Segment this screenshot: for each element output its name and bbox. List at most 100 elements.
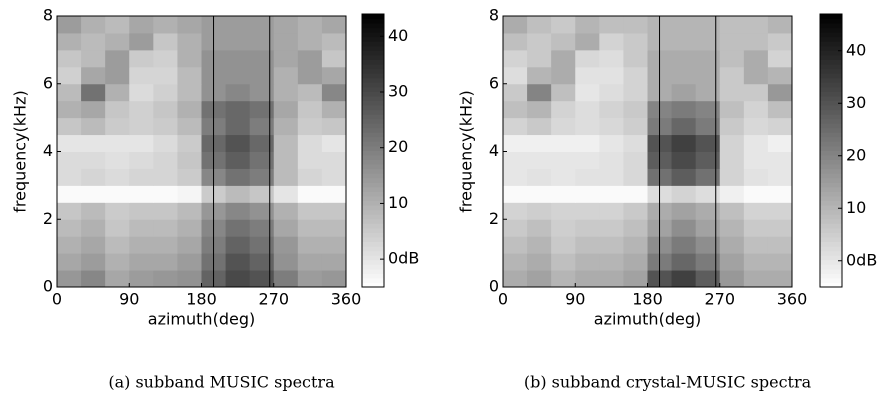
heat-cell bbox=[695, 66, 721, 85]
colorbar-segment bbox=[820, 105, 842, 111]
heat-cell bbox=[273, 168, 299, 186]
heat-cell bbox=[551, 236, 576, 254]
colorbar-segment bbox=[820, 236, 842, 242]
x-tick-label: 0 bbox=[52, 290, 62, 309]
heat-cell bbox=[249, 49, 275, 68]
colorbar-segment bbox=[362, 259, 384, 265]
heat-cell bbox=[695, 117, 721, 136]
heat-cell bbox=[575, 151, 600, 169]
heat-cell bbox=[527, 151, 552, 169]
colorbar-segment bbox=[820, 191, 842, 197]
heat-cell bbox=[153, 49, 178, 68]
heat-cell bbox=[599, 219, 624, 237]
heat-cell bbox=[81, 49, 106, 68]
heat-cell bbox=[695, 185, 721, 203]
heat-cell bbox=[695, 270, 721, 288]
colorbar-segment bbox=[820, 268, 842, 274]
heat-cell bbox=[273, 117, 299, 136]
colorbar-segment bbox=[362, 264, 384, 270]
heat-cell bbox=[551, 270, 576, 288]
x-tick-label: 180 bbox=[632, 290, 663, 309]
y-tick-label: 6 bbox=[489, 73, 499, 92]
heat-cell bbox=[503, 117, 528, 136]
colorbar-segment bbox=[362, 68, 384, 74]
heat-cell bbox=[767, 270, 793, 288]
heat-cell bbox=[743, 270, 769, 288]
colorbar-segment bbox=[362, 86, 384, 92]
heat-cell bbox=[273, 253, 299, 271]
heat-cell bbox=[249, 16, 275, 34]
colorbar-segment bbox=[820, 218, 842, 224]
colorbar-segment bbox=[362, 82, 384, 88]
heat-cell bbox=[719, 83, 745, 102]
y-tick-label: 4 bbox=[489, 141, 499, 160]
heat-cell bbox=[321, 151, 347, 169]
heat-cell bbox=[671, 32, 697, 51]
heat-cell bbox=[105, 117, 130, 136]
heat-cell bbox=[503, 16, 528, 34]
heat-cell bbox=[767, 83, 793, 102]
heat-cell bbox=[695, 202, 721, 220]
colorbar-segment bbox=[820, 250, 842, 256]
colorbar-segment bbox=[820, 59, 842, 65]
colorbar-segment bbox=[362, 232, 384, 238]
heat-cell bbox=[743, 32, 769, 51]
colorbar-segment bbox=[362, 100, 384, 106]
colorbar-segment bbox=[362, 54, 384, 60]
colorbar-segment bbox=[362, 27, 384, 33]
heat-cell bbox=[225, 253, 251, 271]
colorbar-segment bbox=[820, 86, 842, 92]
heat-cell bbox=[81, 168, 106, 186]
heat-cell bbox=[575, 168, 600, 186]
heat-cell bbox=[153, 83, 178, 102]
colorbar-segment bbox=[362, 218, 384, 224]
heat-cell bbox=[177, 117, 202, 136]
heat-cell bbox=[719, 117, 745, 136]
heat-cell bbox=[249, 32, 275, 51]
colorbar-segment bbox=[362, 205, 384, 211]
heat-cell bbox=[695, 83, 721, 102]
heat-cell bbox=[767, 168, 793, 186]
heat-cell bbox=[599, 83, 624, 102]
heat-cell bbox=[695, 49, 721, 68]
heat-cell bbox=[225, 151, 251, 169]
heat-cell bbox=[767, 219, 793, 237]
x-tick-label: 360 bbox=[777, 290, 808, 309]
colorbar-segment bbox=[820, 32, 842, 38]
heat-cell bbox=[57, 83, 82, 102]
heat-cell bbox=[153, 168, 178, 186]
heat-cell bbox=[129, 253, 154, 271]
heat-cell bbox=[81, 202, 106, 220]
heat-cell bbox=[551, 16, 576, 34]
colorbar-segment bbox=[362, 141, 384, 147]
y-tick-label: 4 bbox=[43, 141, 53, 160]
heat-cell bbox=[321, 49, 347, 68]
heat-cell bbox=[719, 151, 745, 169]
y-tick-label: 8 bbox=[43, 6, 53, 25]
heat-cell bbox=[105, 168, 130, 186]
heat-cell bbox=[273, 100, 299, 119]
heat-cell bbox=[719, 134, 745, 152]
heat-cell bbox=[177, 151, 202, 169]
colorbar-segment bbox=[362, 223, 384, 229]
heat-cell bbox=[273, 49, 299, 68]
colorbar-segment bbox=[362, 127, 384, 133]
heat-cell bbox=[249, 202, 275, 220]
heat-cell bbox=[695, 16, 721, 34]
heat-cell bbox=[551, 219, 576, 237]
heat-cell bbox=[671, 185, 697, 203]
heat-cell bbox=[297, 270, 323, 288]
colorbar-segment bbox=[820, 14, 842, 20]
heat-cell bbox=[105, 202, 130, 220]
heat-cell bbox=[551, 83, 576, 102]
heat-cell bbox=[57, 236, 82, 254]
heat-cell bbox=[321, 219, 347, 237]
heat-cell bbox=[551, 117, 576, 136]
heat-cell bbox=[105, 66, 130, 85]
heat-cell bbox=[57, 168, 82, 186]
heat-cell bbox=[551, 253, 576, 271]
heat-cell bbox=[767, 236, 793, 254]
colorbar-segment bbox=[820, 127, 842, 133]
heat-cell bbox=[671, 151, 697, 169]
heat-cell bbox=[743, 49, 769, 68]
